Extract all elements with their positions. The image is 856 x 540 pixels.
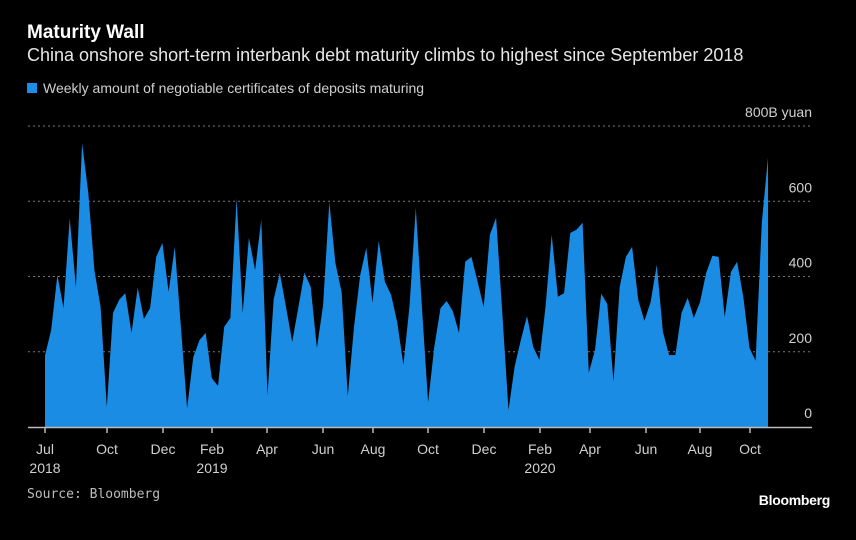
source-note: Source: Bloomberg xyxy=(27,487,161,502)
legend: Weekly amount of negotiable certificates… xyxy=(27,80,424,96)
x-tick-label: Aug xyxy=(361,441,386,457)
x-tick-label: Oct xyxy=(417,441,439,457)
x-tick-label: Dec xyxy=(472,441,497,457)
x-tick-label: Dec xyxy=(151,441,176,457)
y-tick-label: 800B yuan xyxy=(745,104,812,120)
x-tick-label: Oct xyxy=(96,441,118,457)
y-tick-label: 0 xyxy=(804,405,812,421)
x-tick-label: Jun xyxy=(635,441,658,457)
y-tick-label: 400 xyxy=(789,255,813,271)
y-tick-label: 200 xyxy=(789,330,813,346)
x-tick-label: Feb xyxy=(528,441,552,457)
chart-title: Maturity Wall xyxy=(27,22,145,43)
chart-subtitle: China onshore short-term interbank debt … xyxy=(27,45,744,65)
legend-label: Weekly amount of negotiable certificates… xyxy=(43,80,425,96)
x-tick-label: Aug xyxy=(688,441,713,457)
x-tick-label: Jun xyxy=(312,441,335,457)
bloomberg-logo: Bloomberg xyxy=(758,492,831,508)
x-tick-label: Apr xyxy=(256,441,278,457)
x-tick-label: Feb xyxy=(200,441,224,457)
x-tick-year-label: 2018 xyxy=(29,460,60,476)
x-tick-year-label: 2019 xyxy=(196,460,227,476)
y-tick-label: 600 xyxy=(789,179,813,195)
x-tick-year-label: 2020 xyxy=(524,460,555,476)
area-series xyxy=(45,142,768,427)
x-tick-label: Oct xyxy=(739,441,761,457)
legend-swatch xyxy=(27,83,37,93)
x-tick-label: Apr xyxy=(579,441,601,457)
x-tick-label: Jul xyxy=(36,441,54,457)
